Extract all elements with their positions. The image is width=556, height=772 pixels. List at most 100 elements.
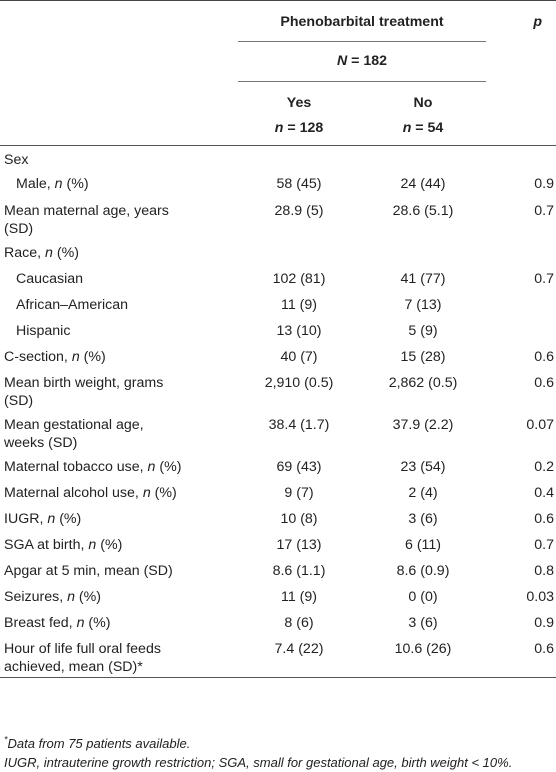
no-value: 41 (77) — [400, 270, 446, 287]
yes-value: 58 (45) — [276, 175, 322, 192]
no-value: 7 (13) — [404, 296, 442, 313]
yes-value: 17 (13) — [276, 536, 322, 553]
row-label: Apgar at 5 min, mean (SD) — [4, 562, 173, 579]
row-label: SGA at birth, n (%) — [4, 536, 123, 553]
p-value: 0.6 — [534, 348, 554, 365]
group-title: Phenobarbital treatment — [280, 14, 444, 30]
table-row: C-section, n (%) 40 (7) 15 (28) 0.6 — [0, 344, 556, 370]
p-value: 0.6 — [534, 510, 554, 527]
table-row: Mean maternal age, years (SD) 28.9 (5) 28.6… — [0, 198, 556, 240]
yes-value — [238, 146, 360, 171]
p-value — [486, 292, 556, 318]
no-value: 2,862 (0.5) — [388, 374, 458, 391]
n-total: N = 182 — [336, 53, 388, 69]
yes-value: 8 (6) — [284, 614, 314, 631]
no-value: 2 (4) — [408, 484, 438, 501]
yes-value: 8.6 (1.1) — [272, 562, 326, 579]
no-value: 24 (44) — [400, 175, 446, 192]
table-row: Mean birth weight, grams (SD) 2,910 (0.5) 2… — [0, 370, 556, 412]
p-value: 0.07 — [526, 416, 554, 433]
table-row: Maternal tobacco use, n (%) 69 (43) 23 (54… — [0, 454, 556, 480]
yes-value: 11 (9) — [280, 588, 317, 605]
no-value: 8.6 (0.9) — [396, 562, 450, 579]
no-value: 37.9 (2.2) — [392, 416, 454, 433]
row-label: Mean maternal age, years (SD) — [4, 202, 169, 237]
table-row: IUGR, n (%) 10 (8) 3 (6) 0.6 — [0, 506, 556, 532]
p-value: 0.7 — [534, 536, 554, 553]
p-value: 0.9 — [534, 614, 554, 631]
no-value: 15 (28) — [400, 348, 446, 365]
table-row: Apgar at 5 min, mean (SD) 8.6 (1.1) 8.6 (0… — [0, 558, 556, 584]
no-value: 5 (9) — [408, 322, 438, 339]
table-row: Maternal alcohol use, n (%) 9 (7) 2 (4) 0.4 — [0, 480, 556, 506]
no-value — [360, 146, 486, 171]
yes-value: 9 (7) — [284, 484, 314, 501]
p-value: 0.03 — [526, 588, 554, 605]
table-row: Caucasian 102 (81) 41 (77) 0.7 — [0, 266, 556, 292]
p-value — [486, 146, 556, 171]
no-value: 6 (11) — [404, 536, 441, 553]
yes-value: 38.4 (1.7) — [268, 416, 330, 433]
p-value — [486, 318, 556, 344]
table-row: African–American 11 (9) 7 (13) — [0, 292, 556, 318]
table-row: Sex — [0, 146, 556, 171]
no-value: 28.6 (5.1) — [392, 202, 454, 219]
no-value: 0 (0) — [408, 588, 438, 605]
row-label: Sex — [4, 152, 29, 168]
row-label: Male, n (%) — [16, 175, 89, 192]
table-row: Hour of life full oral feeds achieved, me… — [0, 635, 556, 678]
row-label: African–American — [16, 296, 128, 313]
row-label: Breast fed, n (%) — [4, 614, 111, 631]
no-value: 23 (54) — [400, 458, 446, 475]
footnote-1: *Data from 75 patients available. — [4, 734, 191, 751]
p-value: 0.7 — [534, 202, 554, 219]
p-value — [486, 240, 556, 266]
yes-n: n = 128 — [274, 120, 324, 136]
row-label: Hour of life full oral feeds achieved, me… — [0, 635, 238, 678]
data-table: Phenobarbital treatment p N = 182 — [0, 0, 556, 678]
yes-value: 69 (43) — [276, 458, 322, 475]
yes-label: Yes — [286, 95, 312, 111]
row-label: Maternal tobacco use, n (%) — [4, 458, 182, 475]
row-label: Mean gestational age, weeks (SD) — [4, 416, 144, 451]
p-value: 0.6 — [486, 635, 556, 678]
no-value: 3 (6) — [408, 510, 438, 527]
row-label: C-section, n (%) — [4, 348, 106, 365]
yes-value: 102 (81) — [272, 270, 326, 287]
yes-value: 10 (8) — [280, 510, 318, 527]
row-label: Seizures, n (%) — [4, 588, 101, 605]
p-value: 0.9 — [534, 175, 554, 192]
yes-value — [238, 240, 360, 266]
yes-value: 2,910 (0.5) — [264, 374, 334, 391]
row-label: IUGR, n (%) — [4, 510, 82, 527]
yes-value: 28.9 (5) — [274, 202, 324, 219]
p-value: 0.7 — [534, 270, 554, 287]
p-value: 0.4 — [534, 484, 554, 501]
p-value: 0.8 — [534, 562, 554, 579]
yes-value: 40 (7) — [280, 348, 318, 365]
yes-value: 11 (9) — [280, 296, 317, 313]
header-blank — [0, 0, 238, 41]
p-header: p — [533, 14, 542, 30]
table-row: SGA at birth, n (%) 17 (13) 6 (11) 0.7 — [0, 532, 556, 558]
footnote-2: IUGR, intrauterine growth restriction; S… — [4, 755, 513, 770]
table-row: Breast fed, n (%) 8 (6) 3 (6) 0.9 — [0, 610, 556, 636]
p-value: 0.6 — [534, 374, 554, 391]
row-label: Hispanic — [16, 322, 71, 339]
no-value — [360, 240, 486, 266]
row-label: Maternal alcohol use, n (%) — [4, 484, 177, 501]
table-row: Hispanic 13 (10) 5 (9) — [0, 318, 556, 344]
table-row: Seizures, n (%) 11 (9) 0 (0) 0.03 — [0, 584, 556, 610]
yes-value: 7.4 (22) — [238, 635, 360, 678]
yes-value: 13 (10) — [276, 322, 322, 339]
row-label: Race, n (%) — [4, 244, 79, 261]
no-value: 10.6 (26) — [360, 635, 486, 678]
no-value: 3 (6) — [408, 614, 438, 631]
row-label: Mean birth weight, grams (SD) — [4, 374, 164, 409]
no-label: No — [413, 95, 433, 111]
table-row: Race, n (%) — [0, 240, 556, 266]
table-row: Male, n (%) 58 (45) 24 (44) 0.9 — [0, 171, 556, 198]
table-row: Mean gestational age, weeks (SD) 38.4 (1.7… — [0, 412, 556, 454]
no-n: n = 54 — [402, 120, 444, 136]
